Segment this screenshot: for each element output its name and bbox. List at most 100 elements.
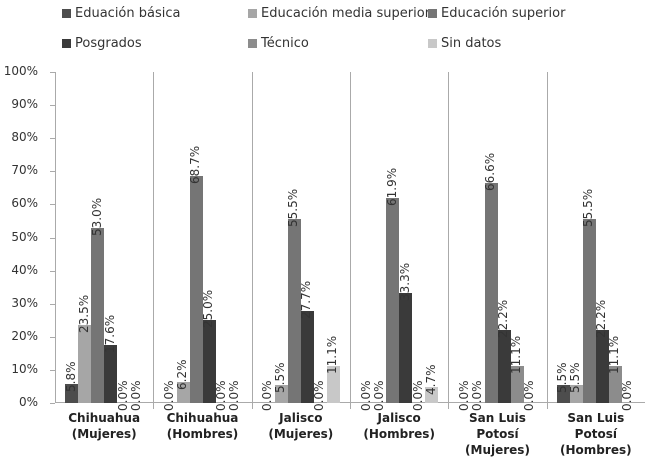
y-tick-label: 70%: [11, 163, 38, 178]
y-tick-mark: [50, 303, 55, 305]
data-label: 33.3%: [397, 262, 412, 301]
data-label: 6.2%: [175, 359, 189, 391]
legend-swatch-icon: [248, 9, 257, 18]
data-label: 11.1%: [325, 336, 340, 375]
bar[interactable]: [608, 366, 622, 403]
data-label: 17.6%: [102, 314, 117, 353]
data-label: 4.7%: [423, 364, 438, 396]
y-tick-label: 100%: [3, 64, 38, 78]
y-tick-mark: [50, 105, 55, 107]
data-label: 5.5%: [568, 362, 583, 393]
legend-swatch-icon: [62, 39, 71, 48]
category-label: Chihuahua (Hombres): [166, 411, 239, 441]
legend-label: Eduación básica: [75, 6, 181, 21]
legend-label: Posgrados: [75, 36, 142, 51]
y-tick-label: 40%: [11, 262, 38, 277]
category-label: San Luis Potosí (Mujeres): [465, 411, 530, 457]
data-label: 0.0%: [115, 380, 130, 412]
legend-label: Educación superior: [441, 6, 566, 21]
data-label: 11.1%: [607, 336, 622, 375]
data-label: 5.8%: [63, 361, 78, 392]
group-separator: [251, 72, 253, 409]
bar[interactable]: [65, 383, 79, 403]
bar[interactable]: [582, 219, 596, 403]
group-separator: [546, 72, 548, 409]
data-label: 68.7%: [188, 145, 202, 184]
legend-swatch-icon: [428, 39, 437, 48]
bar[interactable]: [202, 320, 216, 403]
group-separator: [153, 72, 155, 409]
bar[interactable]: [510, 366, 524, 403]
data-label: 25.0%: [201, 290, 215, 329]
bar[interactable]: [484, 182, 498, 403]
data-label: 23.5%: [76, 295, 91, 334]
y-tick-label: 80%: [11, 130, 38, 145]
y-tick-label: 10%: [11, 361, 38, 376]
y-axis: [55, 72, 56, 403]
bar[interactable]: [300, 311, 314, 403]
bar[interactable]: [569, 384, 583, 403]
y-tick-label: 20%: [11, 328, 38, 343]
bar[interactable]: [595, 329, 609, 403]
data-label: 5.5%: [273, 362, 288, 393]
bar[interactable]: [425, 387, 439, 403]
data-label: 0.0%: [522, 380, 536, 412]
y-tick-mark: [50, 138, 55, 140]
legend-swatch-icon: [248, 39, 257, 48]
data-label: 0.0%: [162, 380, 176, 412]
group-separator: [448, 72, 450, 409]
category-label: Jalisco (Hombres): [363, 411, 435, 441]
data-label: 0.0%: [410, 380, 425, 412]
bar[interactable]: [78, 325, 92, 403]
y-tick-label: 50%: [11, 229, 38, 244]
data-label: 22.2%: [594, 299, 609, 338]
legend-label: Técnico: [261, 36, 309, 51]
legend-item: Educación superior: [428, 6, 565, 21]
chart-legend: Eduación básica Educación media superior E…: [0, 0, 650, 60]
legend-item: Educación media superior: [248, 6, 430, 21]
legend-item: Eduación básica: [62, 6, 180, 21]
data-label: 61.9%: [384, 167, 399, 207]
y-tick-mark: [50, 72, 55, 73]
data-label: 0.0%: [128, 380, 143, 412]
group-separator: [350, 72, 351, 409]
data-label: 0.0%: [371, 380, 386, 412]
y-tick-mark: [50, 270, 55, 272]
data-label: 0.0%: [358, 380, 373, 412]
category-label: Chihuahua (Mujeres): [68, 411, 141, 441]
bar[interactable]: [274, 384, 288, 403]
y-tick-mark: [50, 403, 55, 404]
y-tick-mark: [50, 171, 55, 173]
bar[interactable]: [91, 227, 105, 403]
data-label: 55.5%: [581, 189, 596, 228]
data-label: 0.0%: [620, 380, 635, 412]
bar[interactable]: [189, 175, 203, 403]
legend-label: Sin datos: [441, 36, 502, 51]
plot-area: 5.8% 23.5% 53.0% 17.6% 0.0% 0.0% 0.0% 6.2% 68.7%…: [50, 72, 645, 411]
bar[interactable]: [556, 384, 570, 403]
bar[interactable]: [287, 219, 301, 403]
data-label: 0.0%: [214, 380, 228, 412]
y-tick-label: 60%: [11, 196, 38, 211]
data-label: 53.0%: [89, 197, 104, 236]
bar[interactable]: [326, 366, 340, 403]
data-label: 0.0%: [470, 380, 484, 412]
legend-swatch-icon: [62, 9, 71, 18]
data-label: 22.2%: [496, 299, 510, 338]
legend-item: Posgrados: [62, 36, 142, 51]
legend-item: Sin datos: [428, 36, 501, 51]
y-tick-label: 30%: [11, 295, 38, 310]
bar[interactable]: [176, 382, 190, 403]
legend-label: Educación media superior: [261, 6, 431, 21]
category-label: San Luis Potosí (Hombres): [560, 411, 632, 457]
legend-swatch-icon: [428, 9, 437, 18]
data-label: 0.0%: [227, 380, 241, 412]
bar[interactable]: [386, 198, 400, 403]
bar[interactable]: [497, 329, 511, 403]
bar[interactable]: [399, 292, 413, 403]
bar[interactable]: [104, 344, 118, 403]
category-label: Jalisco (Mujeres): [268, 411, 334, 441]
y-tick-label: 0%: [18, 395, 38, 409]
y-tick-mark: [50, 204, 55, 206]
y-tick-label: 90%: [11, 97, 38, 112]
